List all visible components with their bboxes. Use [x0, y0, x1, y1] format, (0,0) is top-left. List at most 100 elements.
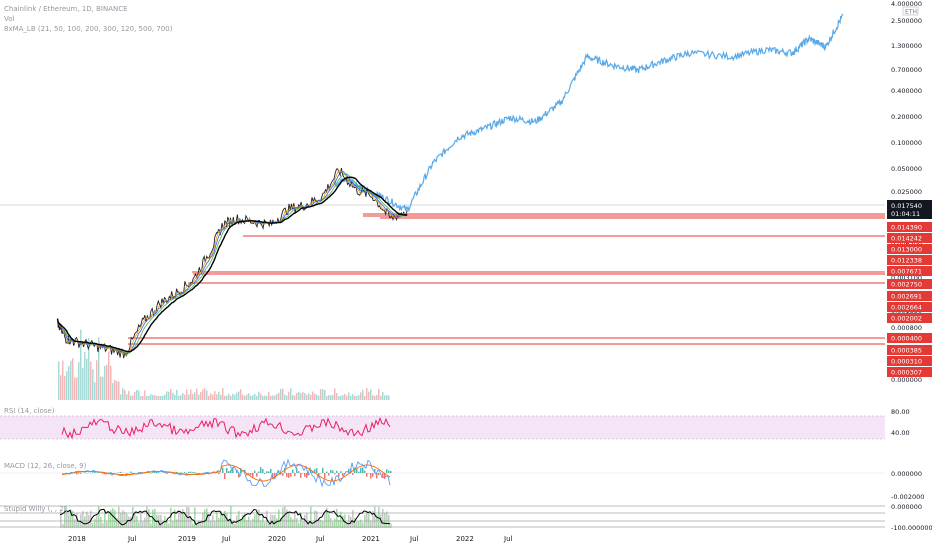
- stupid-willy-title[interactable]: Stupid Willy (, , 21: [4, 505, 69, 513]
- volume-bar: [176, 389, 178, 400]
- macd-histogram-bar: [312, 471, 314, 473]
- volume-bar: [292, 395, 294, 400]
- price-countdown: 01:04:11: [891, 210, 920, 218]
- volume-bar: [266, 395, 268, 400]
- volume-bar: [136, 389, 138, 400]
- volume-bar: [134, 392, 136, 400]
- y-tick-label: 0.700000: [891, 66, 922, 74]
- willy-bar: [280, 518, 282, 528]
- macd-histogram-bar: [166, 473, 168, 475]
- level-label: 0.002664: [891, 304, 922, 312]
- willy-bar: [306, 512, 308, 528]
- macd-histogram-bar: [70, 472, 72, 473]
- willy-bar: [60, 510, 62, 528]
- macd-histogram-bar: [362, 467, 364, 473]
- willy-bar: [250, 521, 252, 528]
- volume-bar: [126, 394, 128, 400]
- volume-bar: [320, 389, 322, 400]
- macd-histogram-bar: [188, 471, 190, 473]
- willy-bar: [154, 508, 156, 528]
- willy-bar: [212, 514, 214, 528]
- volume-bar: [96, 360, 98, 400]
- willy-bar: [66, 511, 68, 528]
- volume-bar: [330, 395, 332, 400]
- willy-bar: [68, 514, 70, 528]
- volume-bar: [160, 395, 162, 400]
- macd-histogram-bar: [290, 473, 292, 477]
- volume-bar: [156, 395, 158, 400]
- volume-bar: [250, 395, 252, 400]
- macd-histogram-bar: [336, 470, 338, 473]
- volume-bar: [230, 395, 232, 400]
- willy-bar: [216, 512, 218, 528]
- volume-bar: [196, 388, 198, 400]
- macd-histogram-bar: [62, 473, 64, 474]
- volume-bar: [168, 391, 170, 400]
- volume-bar: [70, 360, 72, 400]
- willy-bar: [362, 522, 364, 528]
- willy-bar: [282, 507, 284, 528]
- rsi-level-label: 80.00: [891, 408, 910, 416]
- macd-histogram-bar: [194, 472, 196, 473]
- volume-bar: [210, 393, 212, 400]
- volume-bar: [348, 392, 350, 400]
- volume-bar: [286, 395, 288, 400]
- willy-bar: [112, 508, 114, 528]
- volume-bars: [58, 329, 390, 400]
- willy-bar: [234, 523, 236, 528]
- volume-bar: [328, 395, 330, 400]
- willy-bar: [192, 523, 194, 528]
- volume-bar: [154, 395, 156, 400]
- volume-bar: [268, 391, 270, 400]
- y-tick-label: 0.000000: [891, 376, 922, 384]
- volume-bar: [302, 391, 304, 400]
- volume-bar: [120, 394, 122, 400]
- willy-bar: [150, 523, 152, 528]
- willy-bar: [262, 514, 264, 528]
- y-tick-label: 0.200000: [891, 113, 922, 121]
- macd-histogram-bar: [218, 473, 220, 475]
- macd-histogram-bar: [252, 473, 254, 479]
- macd-title[interactable]: MACD (12, 26, close, 9): [4, 462, 87, 470]
- time-axis: 2018 Jul 2019 Jul 2020 Jul 2021 Jul 2022 Jul: [68, 535, 513, 543]
- volume-bar: [240, 389, 242, 400]
- willy-bar: [202, 512, 204, 528]
- willy-bar: [158, 514, 160, 528]
- volume-bar: [80, 329, 82, 400]
- level-label: 0.002750: [891, 281, 922, 289]
- macd-histogram-bar: [228, 471, 230, 473]
- volume-bar: [288, 391, 290, 400]
- willy-bar: [310, 506, 312, 528]
- macd-histogram-bar: [250, 473, 252, 476]
- volume-bar: [204, 388, 206, 400]
- macd-histogram-bar: [292, 469, 294, 473]
- volume-bar: [274, 395, 276, 400]
- volume-bar: [350, 395, 352, 400]
- volume-bar: [58, 361, 60, 400]
- macd-histogram-bar: [260, 467, 262, 473]
- level-badge: [887, 244, 932, 254]
- symbol-title[interactable]: Chainlink / Ethereum, 1D, BINANCE: [4, 5, 128, 13]
- macd-histogram-bar: [244, 469, 246, 473]
- rsi-title[interactable]: RSI (14, close): [4, 407, 55, 415]
- willy-bar: [126, 513, 128, 528]
- macd-histogram-bar: [288, 473, 290, 478]
- willy-bar: [118, 506, 120, 528]
- level-label: 0.002002: [891, 315, 922, 323]
- willy-bar: [244, 513, 246, 528]
- willy-bar: [332, 521, 334, 528]
- volume-bar: [344, 393, 346, 400]
- willy-bar: [296, 518, 298, 528]
- vol-label[interactable]: Vol: [4, 15, 15, 23]
- willy-bar: [78, 520, 80, 528]
- willy-bar: [104, 510, 106, 528]
- volume-bar: [64, 376, 66, 400]
- willy-bar: [342, 515, 344, 528]
- willy-bar: [76, 513, 78, 528]
- volume-bar: [362, 389, 364, 400]
- ma-label[interactable]: 8xMA_LB (21, 50, 100, 200, 300, 120, 500…: [4, 25, 173, 33]
- volume-bar: [72, 358, 74, 400]
- willy-bar: [160, 514, 162, 528]
- macd-histogram-bar: [176, 471, 178, 473]
